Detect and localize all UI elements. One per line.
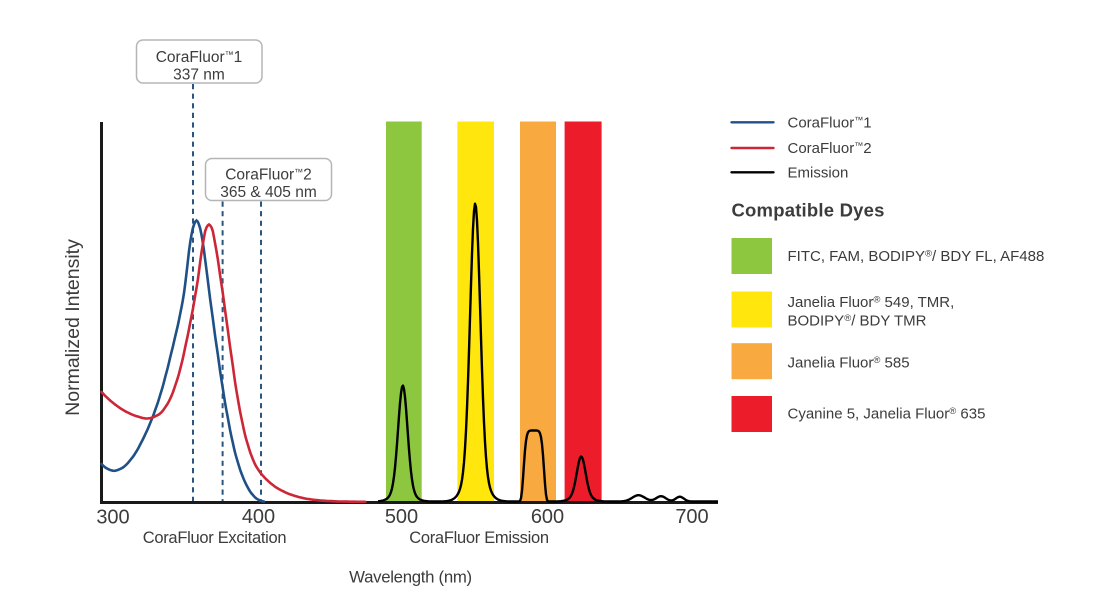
svg-text:Compatible Dyes: Compatible Dyes: [732, 200, 885, 221]
svg-text:300: 300: [96, 507, 129, 529]
svg-text:700: 700: [675, 506, 708, 528]
svg-text:CoraFluor Emission: CoraFluor Emission: [409, 529, 549, 547]
svg-text:Emission: Emission: [788, 164, 849, 181]
svg-text:CoraFluor™1: CoraFluor™1: [156, 49, 243, 66]
svg-text:Janelia Fluor® 585: Janelia Fluor® 585: [788, 355, 910, 372]
svg-text:337 nm: 337 nm: [173, 67, 225, 84]
svg-text:500: 500: [385, 506, 418, 528]
svg-text:Wavelength (nm): Wavelength (nm): [349, 568, 472, 587]
svg-text:CoraFluor™2: CoraFluor™2: [225, 167, 312, 184]
svg-text:365 & 405 nm: 365 & 405 nm: [220, 184, 317, 201]
svg-text:600: 600: [531, 506, 564, 528]
svg-text:400: 400: [242, 506, 275, 528]
svg-text:Janelia Fluor® 549, TMR,: Janelia Fluor® 549, TMR,: [788, 294, 955, 311]
svg-text:FITC, FAM, BODIPY®/ BDY FL, AF: FITC, FAM, BODIPY®/ BDY FL, AF488: [788, 248, 1045, 265]
svg-text:Normalized Intensity: Normalized Intensity: [62, 239, 84, 416]
svg-text:CoraFluor™1: CoraFluor™1: [788, 114, 872, 131]
svg-text:CoraFluor Excitation: CoraFluor Excitation: [143, 529, 287, 547]
svg-text:BODIPY®/ BDY TMR: BODIPY®/ BDY TMR: [788, 313, 927, 330]
svg-text:CoraFluor™2: CoraFluor™2: [788, 140, 872, 157]
svg-text:Cyanine 5, Janelia Fluor® 635: Cyanine 5, Janelia Fluor® 635: [788, 406, 986, 423]
